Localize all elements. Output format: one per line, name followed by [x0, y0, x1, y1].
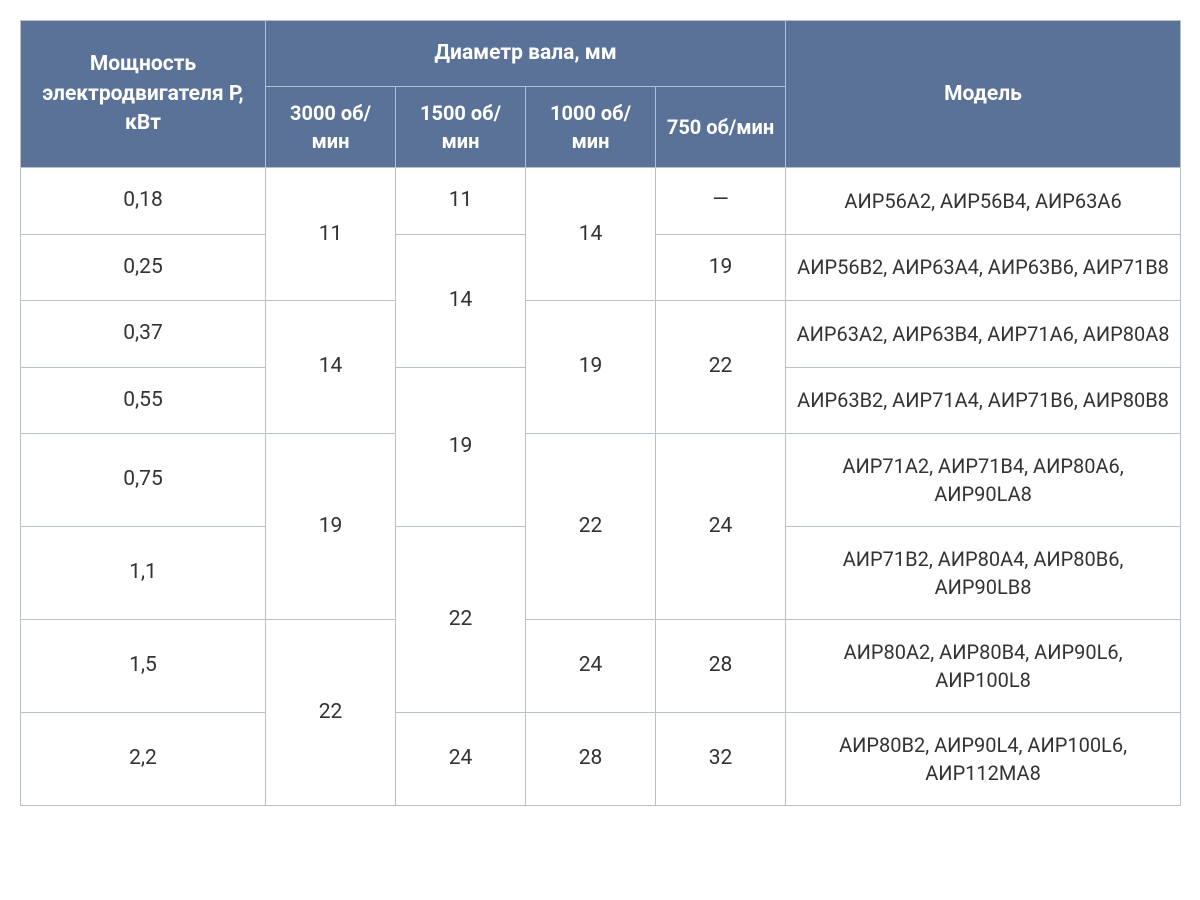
cell-power: 0,18 [21, 168, 266, 234]
cell-1000: 19 [526, 301, 656, 434]
table-row: 0,75 19 22 24 АИР71А2, АИР71В4, АИР80А6,… [21, 433, 1181, 526]
cell-1000: 24 [526, 619, 656, 712]
cell-750: 24 [656, 433, 786, 619]
motor-table: Мощность электродвигателя Р, кВт Диаметр… [20, 20, 1181, 806]
cell-model: АИР56В2, АИР63А4, АИР63В6, АИР71В8 [786, 234, 1181, 300]
cell-3000: 11 [266, 168, 396, 301]
cell-power: 0,25 [21, 234, 266, 300]
cell-model: АИР71А2, АИР71В4, АИР80А6, АИР90LA8 [786, 433, 1181, 526]
cell-3000: 22 [266, 619, 396, 805]
cell-power: 0,37 [21, 301, 266, 367]
col-header-model: Модель [786, 21, 1181, 168]
col-header-3000: 3000 об/мин [266, 87, 396, 168]
cell-750: 32 [656, 712, 786, 805]
cell-1000: 14 [526, 168, 656, 301]
col-header-1500: 1500 об/мин [396, 87, 526, 168]
cell-power: 0,75 [21, 433, 266, 526]
table-row: 0,37 14 19 22 АИР63А2, АИР63В4, АИР71А6,… [21, 301, 1181, 367]
cell-1000: 22 [526, 433, 656, 619]
cell-model: АИР71В2, АИР80А4, АИР80В6, АИР90LB8 [786, 526, 1181, 619]
cell-3000: 19 [266, 433, 396, 619]
col-header-1000: 1000 об/мин [526, 87, 656, 168]
cell-750: 28 [656, 619, 786, 712]
col-header-diameter: Диаметр вала, мм [266, 21, 786, 87]
cell-3000: 14 [266, 301, 396, 434]
cell-power: 1,5 [21, 619, 266, 712]
cell-power: 0,55 [21, 367, 266, 433]
col-header-power: Мощность электродвигателя Р, кВт [21, 21, 266, 168]
cell-power: 1,1 [21, 526, 266, 619]
cell-model: АИР80В2, АИР90L4, АИР100L6, АИР112МА8 [786, 712, 1181, 805]
cell-750: 19 [656, 234, 786, 300]
cell-1500: 11 [396, 168, 526, 234]
col-header-750: 750 об/мин [656, 87, 786, 168]
cell-model: АИР63А2, АИР63В4, АИР71А6, АИР80А8 [786, 301, 1181, 367]
cell-power: 2,2 [21, 712, 266, 805]
cell-1500: 22 [396, 526, 526, 712]
table-row: 2,2 24 28 32 АИР80В2, АИР90L4, АИР100L6,… [21, 712, 1181, 805]
cell-1500: 19 [396, 367, 526, 526]
cell-750: 22 [656, 301, 786, 434]
cell-model: АИР80А2, АИР80В4, АИР90L6, АИР100L8 [786, 619, 1181, 712]
cell-1500: 14 [396, 234, 526, 367]
cell-1500: 24 [396, 712, 526, 805]
table-row: 0,18 11 11 14 — АИР56А2, АИР56В4, АИР63А… [21, 168, 1181, 234]
table-row: 1,5 22 24 28 АИР80А2, АИР80В4, АИР90L6, … [21, 619, 1181, 712]
cell-750: — [656, 168, 786, 234]
cell-model: АИР56А2, АИР56В4, АИР63А6 [786, 168, 1181, 234]
cell-1000: 28 [526, 712, 656, 805]
cell-model: АИР63В2, АИР71А4, АИР71В6, АИР80В8 [786, 367, 1181, 433]
